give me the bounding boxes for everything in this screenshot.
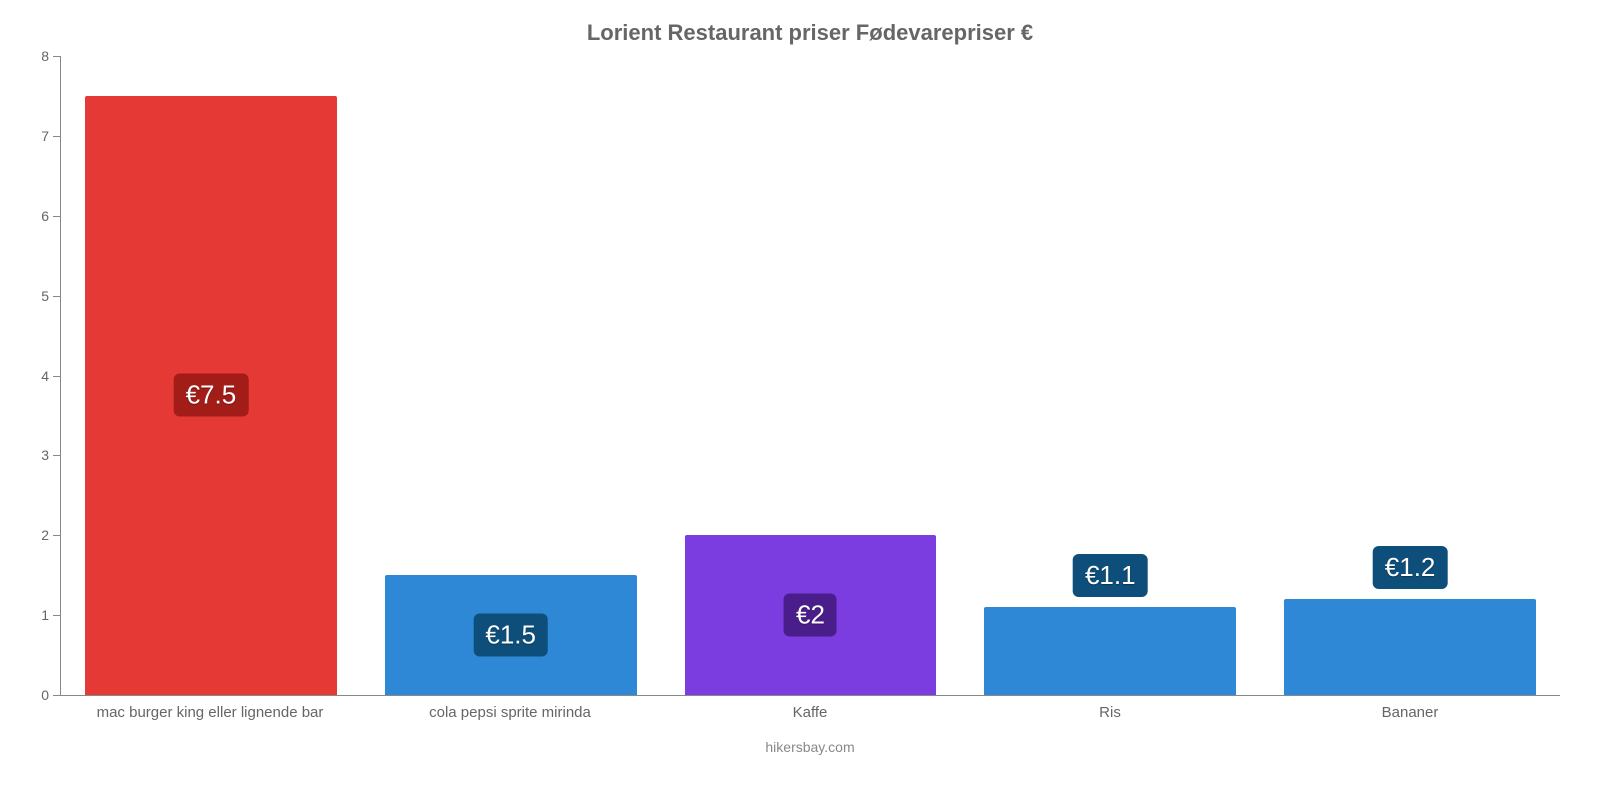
y-tick-label: 8 xyxy=(21,48,49,64)
bar-value-label: €2 xyxy=(784,594,837,637)
bars-container: €7.5 €1.5 €2 €1.1 €1.2 xyxy=(61,56,1560,695)
x-axis-label: mac burger king eller lignende bar xyxy=(60,704,360,721)
y-tick-label: 5 xyxy=(21,288,49,304)
x-axis-label: cola pepsi sprite mirinda xyxy=(360,704,660,721)
y-tick-label: 7 xyxy=(21,128,49,144)
bar-column: €1.5 xyxy=(361,56,661,695)
bar-value-label: €1.5 xyxy=(473,614,548,657)
bar-column: €2 xyxy=(661,56,961,695)
y-tick xyxy=(53,136,61,137)
plot-area: 012345678 €7.5€1.5€2€1.1€1.2 xyxy=(60,56,1560,696)
x-axis-label: Ris xyxy=(960,704,1260,721)
x-axis-label: Kaffe xyxy=(660,704,960,721)
x-axis-labels: mac burger king eller lignende barcola p… xyxy=(60,704,1560,721)
y-tick xyxy=(53,56,61,57)
y-tick-label: 2 xyxy=(21,527,49,543)
price-chart: Lorient Restaurant priser Fødevarepriser… xyxy=(0,0,1600,800)
bar-value-label: €7.5 xyxy=(174,374,249,417)
bar: €1.2 xyxy=(1284,599,1536,695)
bar: €1.1 xyxy=(984,607,1236,695)
bar: €7.5 xyxy=(85,96,337,695)
bar: €1.5 xyxy=(385,575,637,695)
y-tick-label: 6 xyxy=(21,208,49,224)
bar-column: €1.2 xyxy=(1260,56,1560,695)
y-tick xyxy=(53,216,61,217)
y-tick-label: 3 xyxy=(21,447,49,463)
bar-column: €1.1 xyxy=(960,56,1260,695)
bar-value-label: €1.1 xyxy=(1073,554,1148,597)
chart-title: Lorient Restaurant priser Fødevarepriser… xyxy=(60,20,1560,46)
y-tick xyxy=(53,376,61,377)
bar: €2 xyxy=(685,535,937,695)
x-axis-label: Bananer xyxy=(1260,704,1560,721)
y-tick xyxy=(53,455,61,456)
y-tick xyxy=(53,535,61,536)
y-tick-label: 4 xyxy=(21,368,49,384)
y-tick-label: 0 xyxy=(21,687,49,703)
y-tick xyxy=(53,615,61,616)
y-tick xyxy=(53,695,61,696)
credit-text: hikersbay.com xyxy=(60,739,1560,755)
y-tick-label: 1 xyxy=(21,607,49,623)
bar-column: €7.5 xyxy=(61,56,361,695)
bar-value-label: €1.2 xyxy=(1373,546,1448,589)
y-tick xyxy=(53,296,61,297)
